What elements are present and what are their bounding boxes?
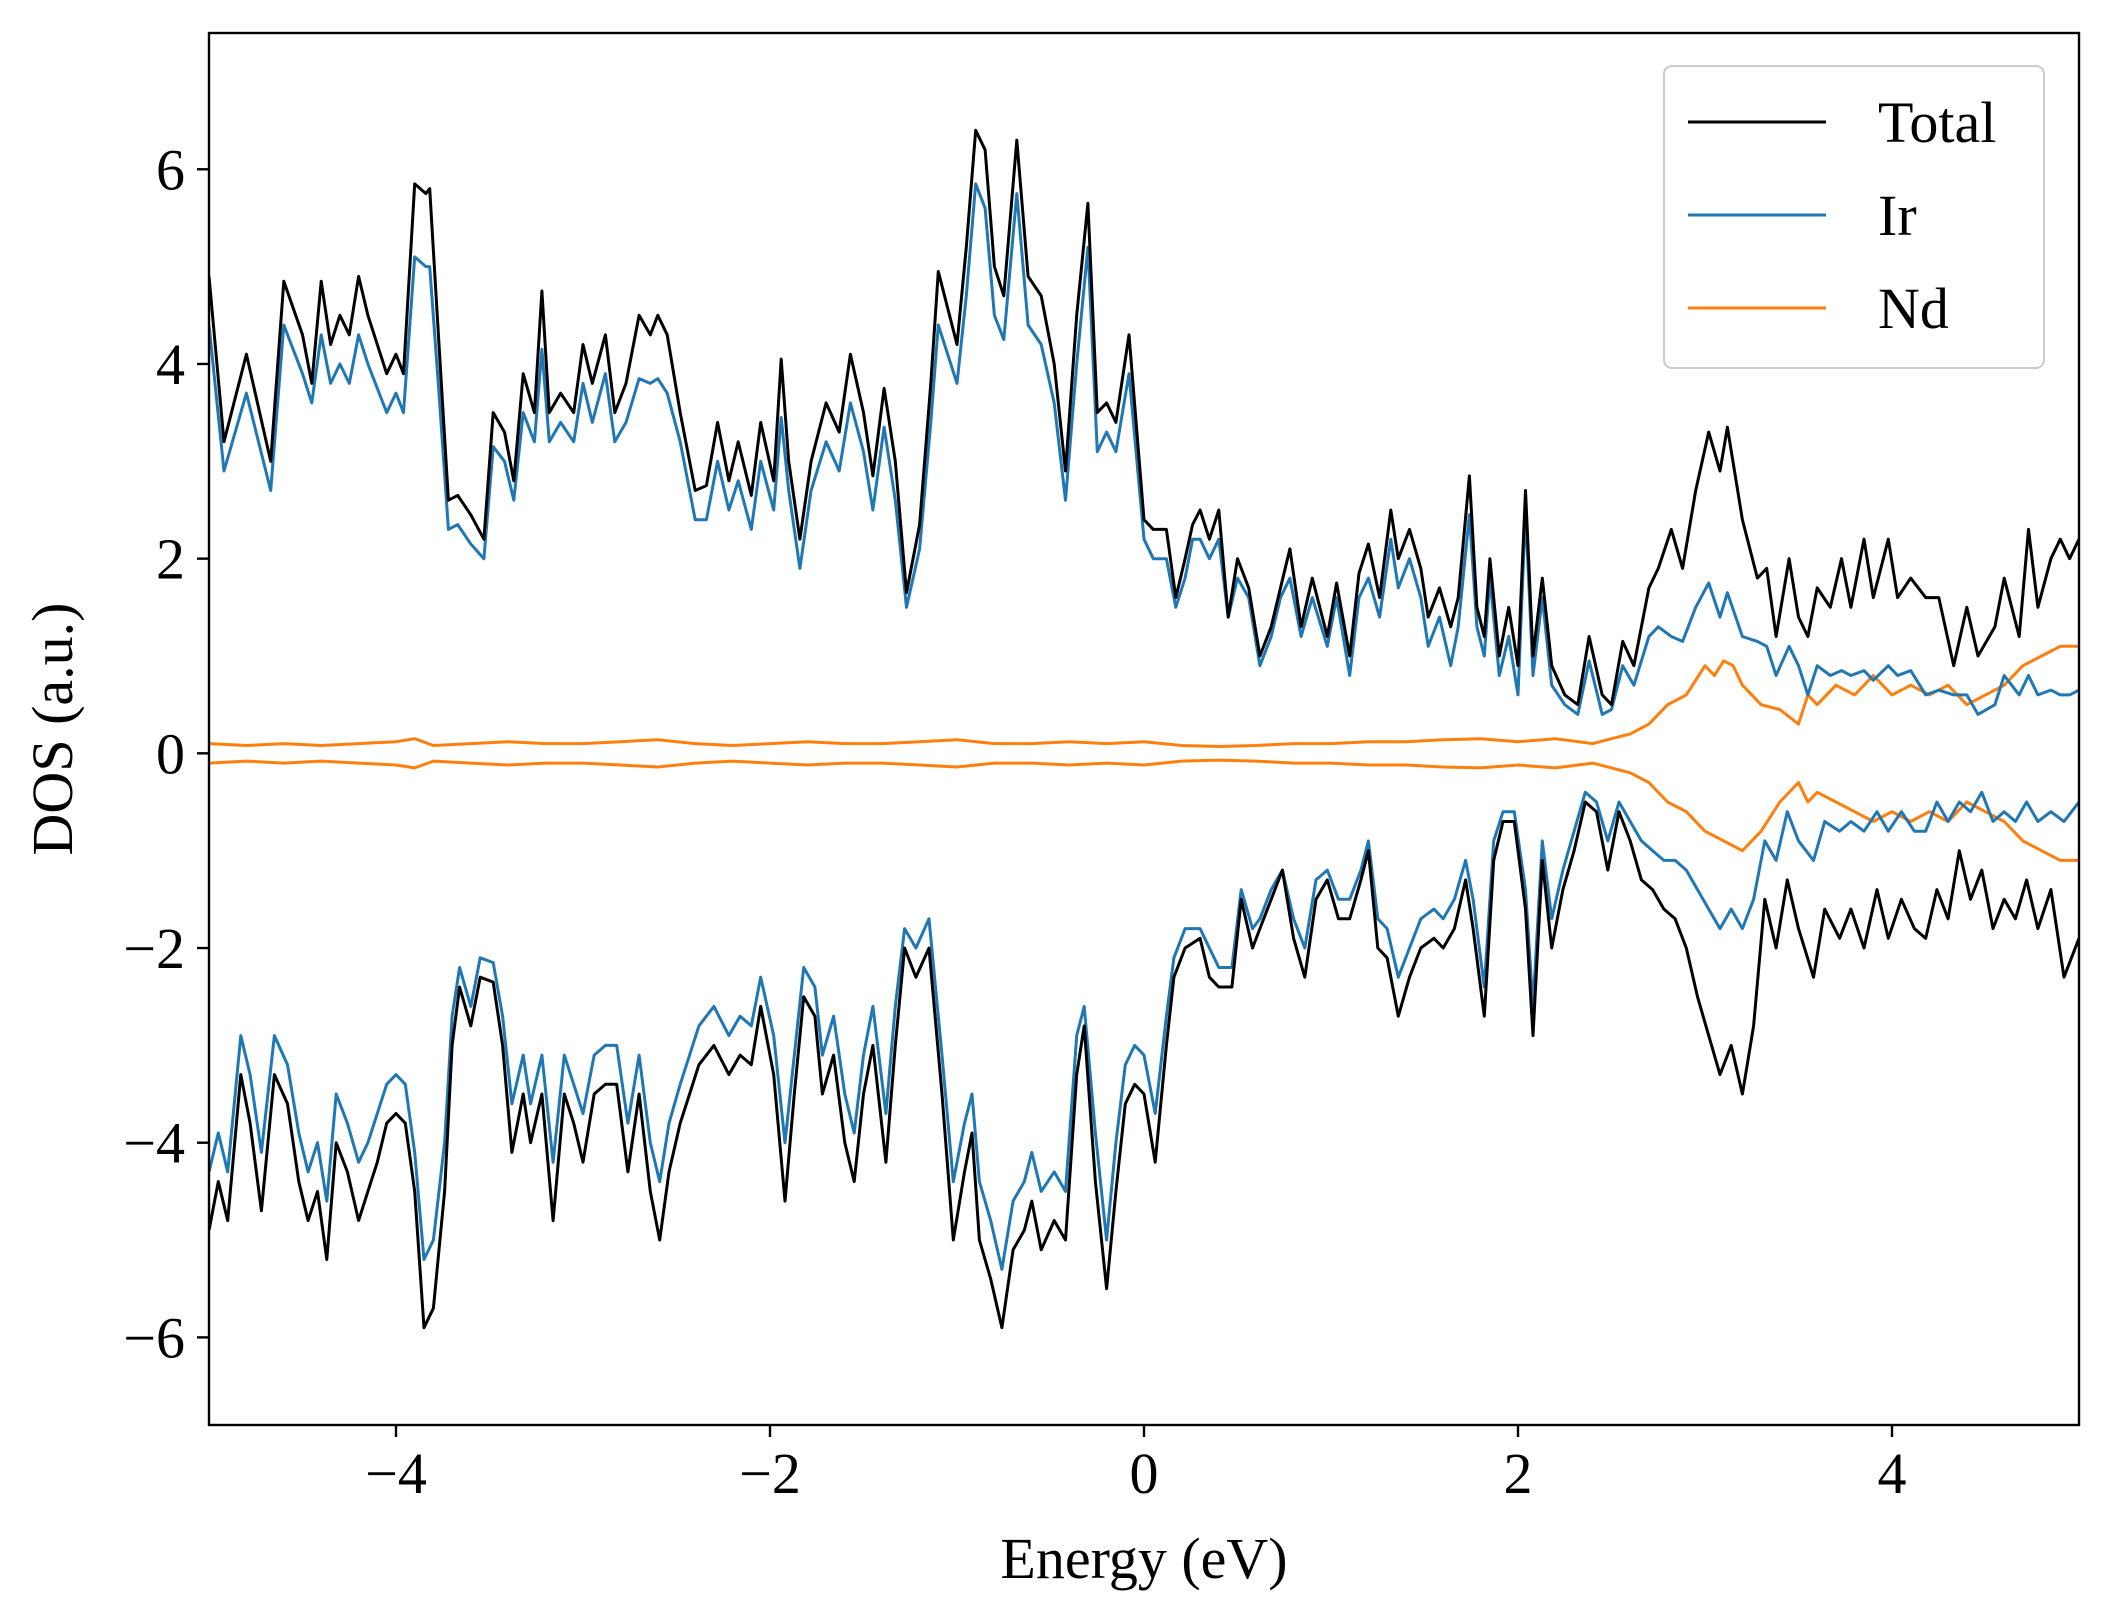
- x-axis-label: Energy (eV): [1000, 1526, 1287, 1591]
- x-tick-label: −4: [365, 1441, 427, 1506]
- legend-label-nd: Nd: [1878, 276, 1949, 341]
- y-tick-label: −6: [123, 1305, 185, 1370]
- x-tick-label: 2: [1504, 1441, 1533, 1506]
- x-tick-label: 0: [1130, 1441, 1159, 1506]
- series-line-ir-up: [209, 182, 2079, 716]
- legend-label-ir: Ir: [1878, 183, 1917, 248]
- y-tick-label: 2: [156, 527, 185, 592]
- x-tick-label: 4: [1878, 1441, 1907, 1506]
- y-axis-ticks: −6 −4 −2 0 2 4 6: [123, 137, 209, 1370]
- series-line-total-down: [209, 800, 2079, 1330]
- legend: Total Ir Nd: [1663, 65, 2045, 369]
- legend-box: [1663, 65, 2045, 369]
- y-tick-label: 6: [156, 137, 185, 202]
- series-line-nd-down: [209, 758, 2079, 862]
- y-tick-label: 4: [156, 332, 185, 397]
- y-tick-label: −4: [123, 1111, 185, 1176]
- x-tick-label: −2: [739, 1441, 801, 1506]
- y-tick-label: −2: [123, 916, 185, 981]
- y-axis-label: DOS (a.u.): [20, 603, 85, 856]
- x-axis-ticks: −4 −2 0 2 4: [365, 1425, 1907, 1506]
- plot-frame: [207, 31, 2081, 1427]
- series-line-nd-up: [209, 644, 2079, 748]
- y-tick-label: 0: [156, 721, 185, 786]
- series-line-total-up: [209, 128, 2079, 707]
- legend-label-total: Total: [1878, 90, 1996, 155]
- series-line-ir-down: [209, 790, 2079, 1271]
- plot-lines: [209, 128, 2079, 1330]
